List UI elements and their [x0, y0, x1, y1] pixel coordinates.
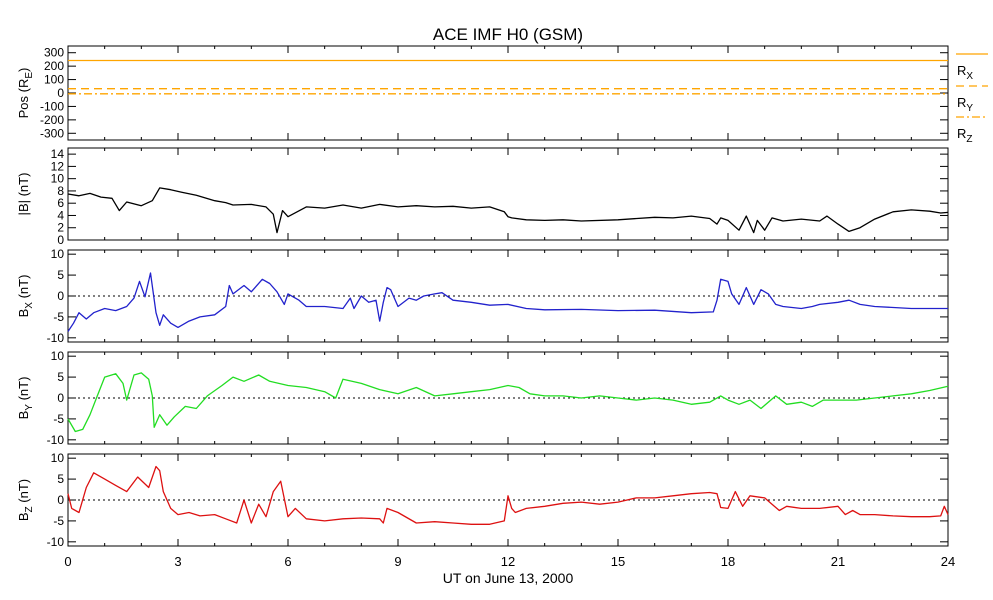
x-axis-label: UT on June 13, 2000 [443, 570, 574, 586]
y-tick-label: 0 [57, 233, 64, 247]
y-tick-label: 8 [57, 184, 64, 198]
y-tick-label: 0 [57, 493, 64, 507]
legend-label-y: RY [957, 95, 973, 114]
x-tick-label: 6 [284, 554, 291, 569]
y-tick-label: 6 [57, 196, 64, 210]
y-tick-label: 5 [57, 472, 64, 486]
y-tick-label: 200 [44, 59, 64, 73]
y-tick-label: 0 [57, 391, 64, 405]
chart-title: ACE IMF H0 (GSM) [433, 25, 583, 44]
x-tick-label: 9 [394, 554, 401, 569]
x-tick-label: 0 [64, 554, 71, 569]
y-tick-label: 2 [57, 221, 64, 235]
panel-frame [67, 147, 949, 241]
x-tick-label: 3 [174, 554, 181, 569]
y-tick-label: -10 [47, 535, 65, 549]
x-tick-label: 18 [721, 554, 735, 569]
x-tick-label: 21 [831, 554, 845, 569]
series-line-bmag [67, 187, 949, 234]
y-tick-label: 10 [51, 247, 65, 261]
y-tick-label: -10 [47, 433, 65, 447]
y-tick-label: 4 [57, 208, 64, 222]
y-tick-label: 10 [51, 172, 65, 186]
y-tick-label: -100 [40, 99, 64, 113]
y-tick-label: -200 [40, 113, 64, 127]
y-tick-label: 0 [57, 289, 64, 303]
series-line-by [67, 372, 949, 433]
y-axis-label: BY (nT) [16, 377, 35, 420]
y-axis-label: |B| (nT) [16, 173, 31, 216]
y-tick-label: -5 [53, 310, 64, 324]
panel-by: 10 5 0 -5 -10 BY (nT) [16, 349, 949, 447]
y-tick-label: 10 [51, 451, 65, 465]
y-tick-label: 10 [51, 349, 65, 363]
y-tick-label: -10 [47, 331, 65, 345]
series-line-bz [67, 465, 949, 525]
y-axis-label: BX (nT) [16, 275, 35, 318]
legend-label-z: RZ [957, 126, 973, 145]
panel-bx: 10 5 0 -5 -10 BX (nT) [16, 247, 949, 345]
y-tick-label: 0 [57, 86, 64, 100]
y-tick-label: 14 [51, 147, 65, 161]
y-tick-label: -5 [53, 514, 64, 528]
y-tick-label: 5 [57, 268, 64, 282]
position-legend: RX RY RZ [956, 53, 988, 145]
y-tick-label: -5 [53, 412, 64, 426]
y-axis-label: Pos (RE) [16, 68, 35, 119]
y-tick-label: 300 [44, 46, 64, 60]
x-tick-label: 24 [941, 554, 955, 569]
legend-label-x: RX [957, 63, 973, 82]
x-tick-label: 12 [501, 554, 515, 569]
panel-bz: 10 5 0 -5 -10 BZ (nT) 0 3 6 9 12 15 18 21 24 [16, 451, 955, 569]
series-line-bx [67, 272, 948, 332]
x-tick-label: 15 [611, 554, 625, 569]
y-tick-label: 12 [51, 159, 65, 173]
y-tick-label: 5 [57, 370, 64, 384]
y-tick-label: -300 [40, 126, 64, 140]
y-axis-label: BZ (nT) [16, 479, 35, 521]
y-tick-label: 100 [44, 73, 64, 87]
